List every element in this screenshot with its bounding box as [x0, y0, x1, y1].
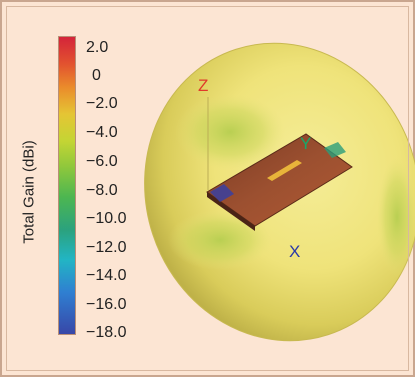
x-axis-label: X: [289, 242, 301, 261]
colorbar-tick: −12.0: [86, 239, 127, 256]
colorbar-tick: −14.0: [86, 267, 127, 284]
colorbar-tick: 2.0: [86, 39, 109, 56]
z-axis-label: Z: [198, 76, 209, 95]
colorbar-tick: −16.0: [86, 296, 127, 313]
colorbar-tick: −2.0: [86, 95, 118, 112]
colorbar: [58, 36, 76, 335]
radiation-pattern-plot: [144, 42, 415, 342]
colorbar-tick: −18.0: [86, 324, 127, 341]
board-corner-marker: [324, 142, 346, 158]
y-axis-label: Y: [300, 134, 312, 153]
colorbar-tick: −10.0: [86, 210, 127, 227]
colorbar-tick: −4.0: [86, 124, 118, 141]
gain-null-region: [168, 210, 272, 270]
colorbar-tick: −6.0: [86, 153, 118, 170]
colorbar-tick: −8.0: [86, 182, 118, 199]
antenna-board-edge: [207, 192, 255, 231]
gain-null-region: [175, 94, 285, 170]
antenna-feed: [267, 160, 302, 181]
board-corner-marker: [210, 184, 234, 202]
gain-null-region: [377, 157, 415, 277]
colorbar-tick: 0: [92, 67, 101, 84]
